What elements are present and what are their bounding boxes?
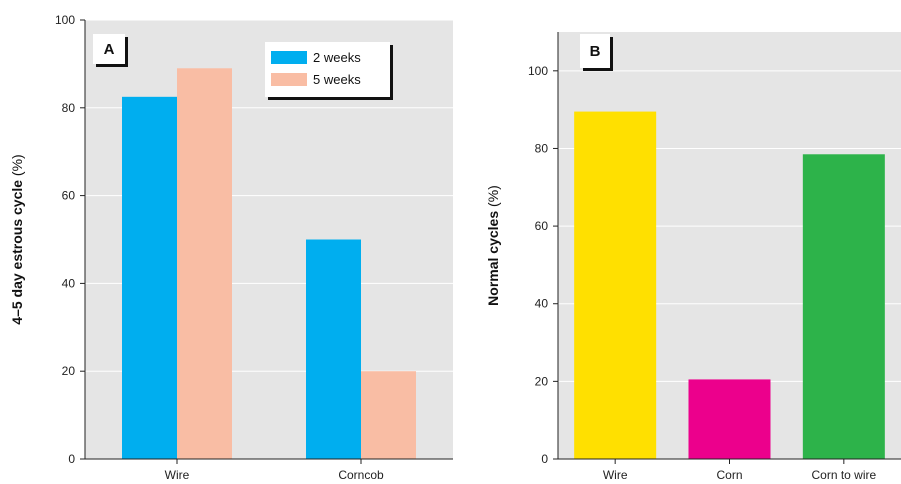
y-tick-label: 60 — [62, 189, 76, 203]
legend-entry: 5 weeks — [313, 72, 361, 87]
chart-panel-b: 0 20 40 60 80 100 Wire Corn Corn to wire Normal c… — [485, 32, 901, 482]
legend-entry: 2 weeks — [313, 50, 361, 65]
x-tick-label: Wire — [603, 468, 628, 482]
x-tick-label: Corn — [716, 468, 742, 482]
y-tick-label: 40 — [535, 297, 549, 311]
y-tick-label: 20 — [535, 374, 549, 388]
bar-corncob-5-weeks — [361, 371, 416, 459]
y-tick-label: 0 — [68, 452, 75, 466]
y-axis-label: 4–5 day estrous cycle (%) — [9, 154, 25, 324]
bar-wire-2-weeks — [122, 96, 177, 459]
x-tick-label: Corncob — [338, 468, 384, 482]
panel-label: A — [104, 41, 115, 58]
x-tick-label: Wire — [165, 468, 190, 482]
panel-label-box — [93, 34, 125, 64]
chart-panel-a: 0 20 40 60 80 100 Wire Corncob 4–5 day estrous c… — [9, 13, 453, 482]
y-axis-label: Normal cycles (%) — [485, 185, 501, 306]
legend-swatch — [271, 51, 307, 64]
y-axis-label-main: Normal cycles — [485, 211, 501, 306]
y-tick-label: 40 — [62, 276, 76, 290]
y-axis-label-unit: (%) — [9, 154, 25, 180]
y-axis-label-unit: (%) — [485, 185, 501, 211]
y-tick-label: 60 — [535, 219, 549, 233]
bar-corn-to-wire — [802, 154, 885, 459]
y-tick-label: 80 — [535, 141, 549, 155]
x-tick-label: Corn to wire — [811, 468, 876, 482]
bar-corncob-2-weeks — [306, 239, 361, 459]
bar-corn — [688, 379, 771, 459]
bar-wire-5-weeks — [177, 68, 232, 459]
panel-label-box — [580, 34, 610, 68]
bar-wire — [574, 111, 657, 459]
y-tick-label: 80 — [62, 101, 76, 115]
y-tick-label: 100 — [528, 64, 548, 78]
y-tick-label: 0 — [541, 452, 548, 466]
y-tick-label: 100 — [55, 13, 75, 27]
y-tick-label: 20 — [62, 364, 76, 378]
y-axis-label-main: 4–5 day estrous cycle — [9, 180, 25, 325]
legend-swatch — [271, 73, 307, 86]
panel-label: B — [590, 43, 601, 60]
